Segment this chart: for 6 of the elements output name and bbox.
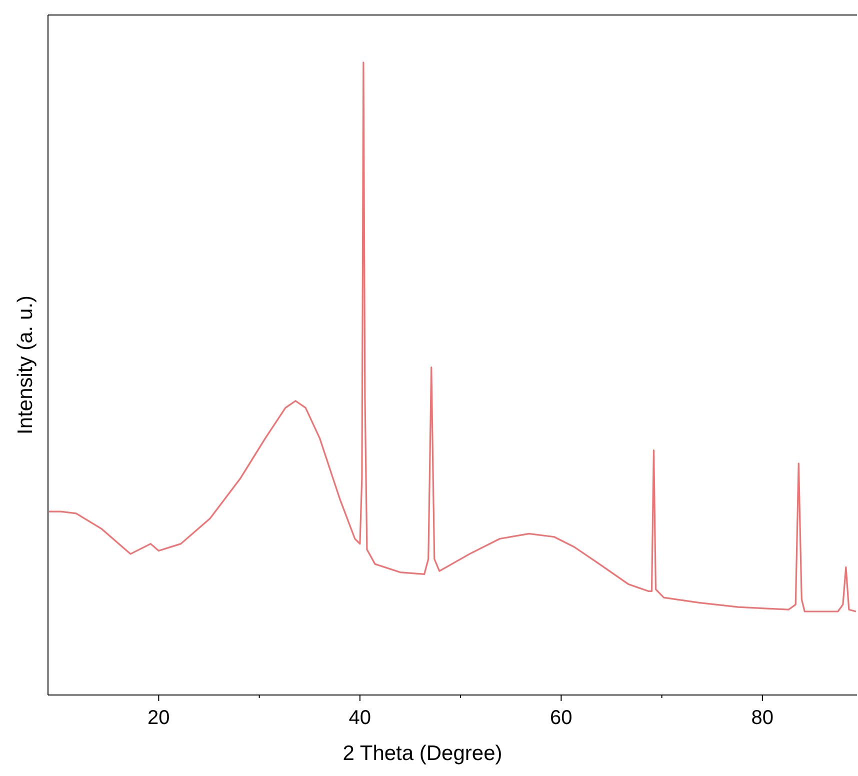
x-tick-label: 20 [148,707,170,729]
x-tick-label: 40 [348,707,372,729]
x-tick-label: 80 [751,707,774,729]
x-axis-title: 2 Theta (Degree) [342,742,502,765]
y-axis-title: Intensity (a. u.) [14,296,37,434]
x-tick-label: 60 [550,707,572,729]
